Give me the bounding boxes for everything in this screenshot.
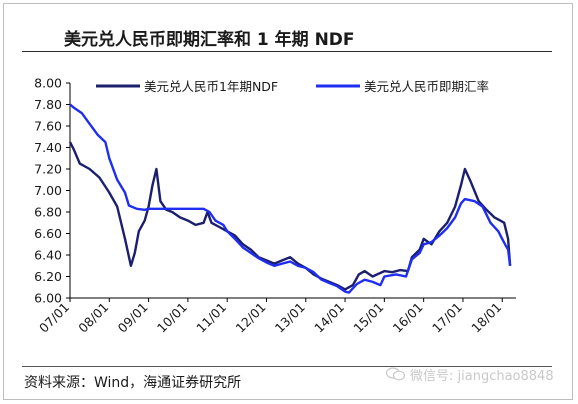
x-tick-label: 14/01 [311,300,347,336]
y-tick-label: 7.20 [34,162,62,177]
legend: 美元兑人民币1年期NDF 美元兑人民币即期汇率 [96,79,489,94]
x-tick-label: 16/01 [390,300,426,336]
watermark: 微信号: jiangchao8848 [386,363,554,385]
series-lines [68,103,512,294]
x-tick-label: 13/01 [272,300,308,336]
x-tick-label: 09/01 [115,300,151,336]
chart-title: 美元兑人民币即期汇率和 1 年期 NDF [64,30,355,50]
x-tick-label: 08/01 [75,300,111,336]
spot-series-line [69,103,512,294]
axes: 07/01 08/01 09/01 10/01 11/01 12/01 13/01 14/01… [36,83,516,336]
watermark-text: 微信号: jiangchao8848 [410,368,554,384]
y-tick-label: 6.80 [34,205,62,220]
source-divider [22,366,552,367]
y-axis-ticks: 8.00 7.80 7.60 7.40 7.20 7.00 6.80 6.60 6.40 6.20… [34,76,70,306]
y-tick-label: 8.00 [34,76,62,91]
x-tick-label: 17/01 [429,300,465,336]
ndf-series-line [68,141,512,291]
y-tick-label: 6.40 [34,248,62,263]
wechat-icon [386,367,406,381]
title-divider [22,51,552,52]
y-tick-label: 6.60 [34,226,62,241]
legend-label: 美元兑人民币即期汇率 [364,79,489,94]
x-tick-label: 12/01 [233,300,269,336]
source-note: 资料来源：Wind，海通证券研究所 [24,375,242,391]
x-tick-label: 11/01 [193,300,229,336]
legend-label: 美元兑人民币1年期NDF [144,79,278,94]
y-tick-label: 7.60 [34,119,62,134]
x-tick-label: 10/01 [154,300,190,336]
x-tick-label: 18/01 [468,300,504,336]
y-tick-label: 7.40 [34,140,62,155]
x-tick-label: 15/01 [350,300,386,336]
y-tick-label: 7.80 [34,97,62,112]
y-tick-label: 6.00 [34,291,62,306]
y-tick-label: 6.20 [34,269,62,284]
y-tick-label: 7.00 [34,183,62,198]
